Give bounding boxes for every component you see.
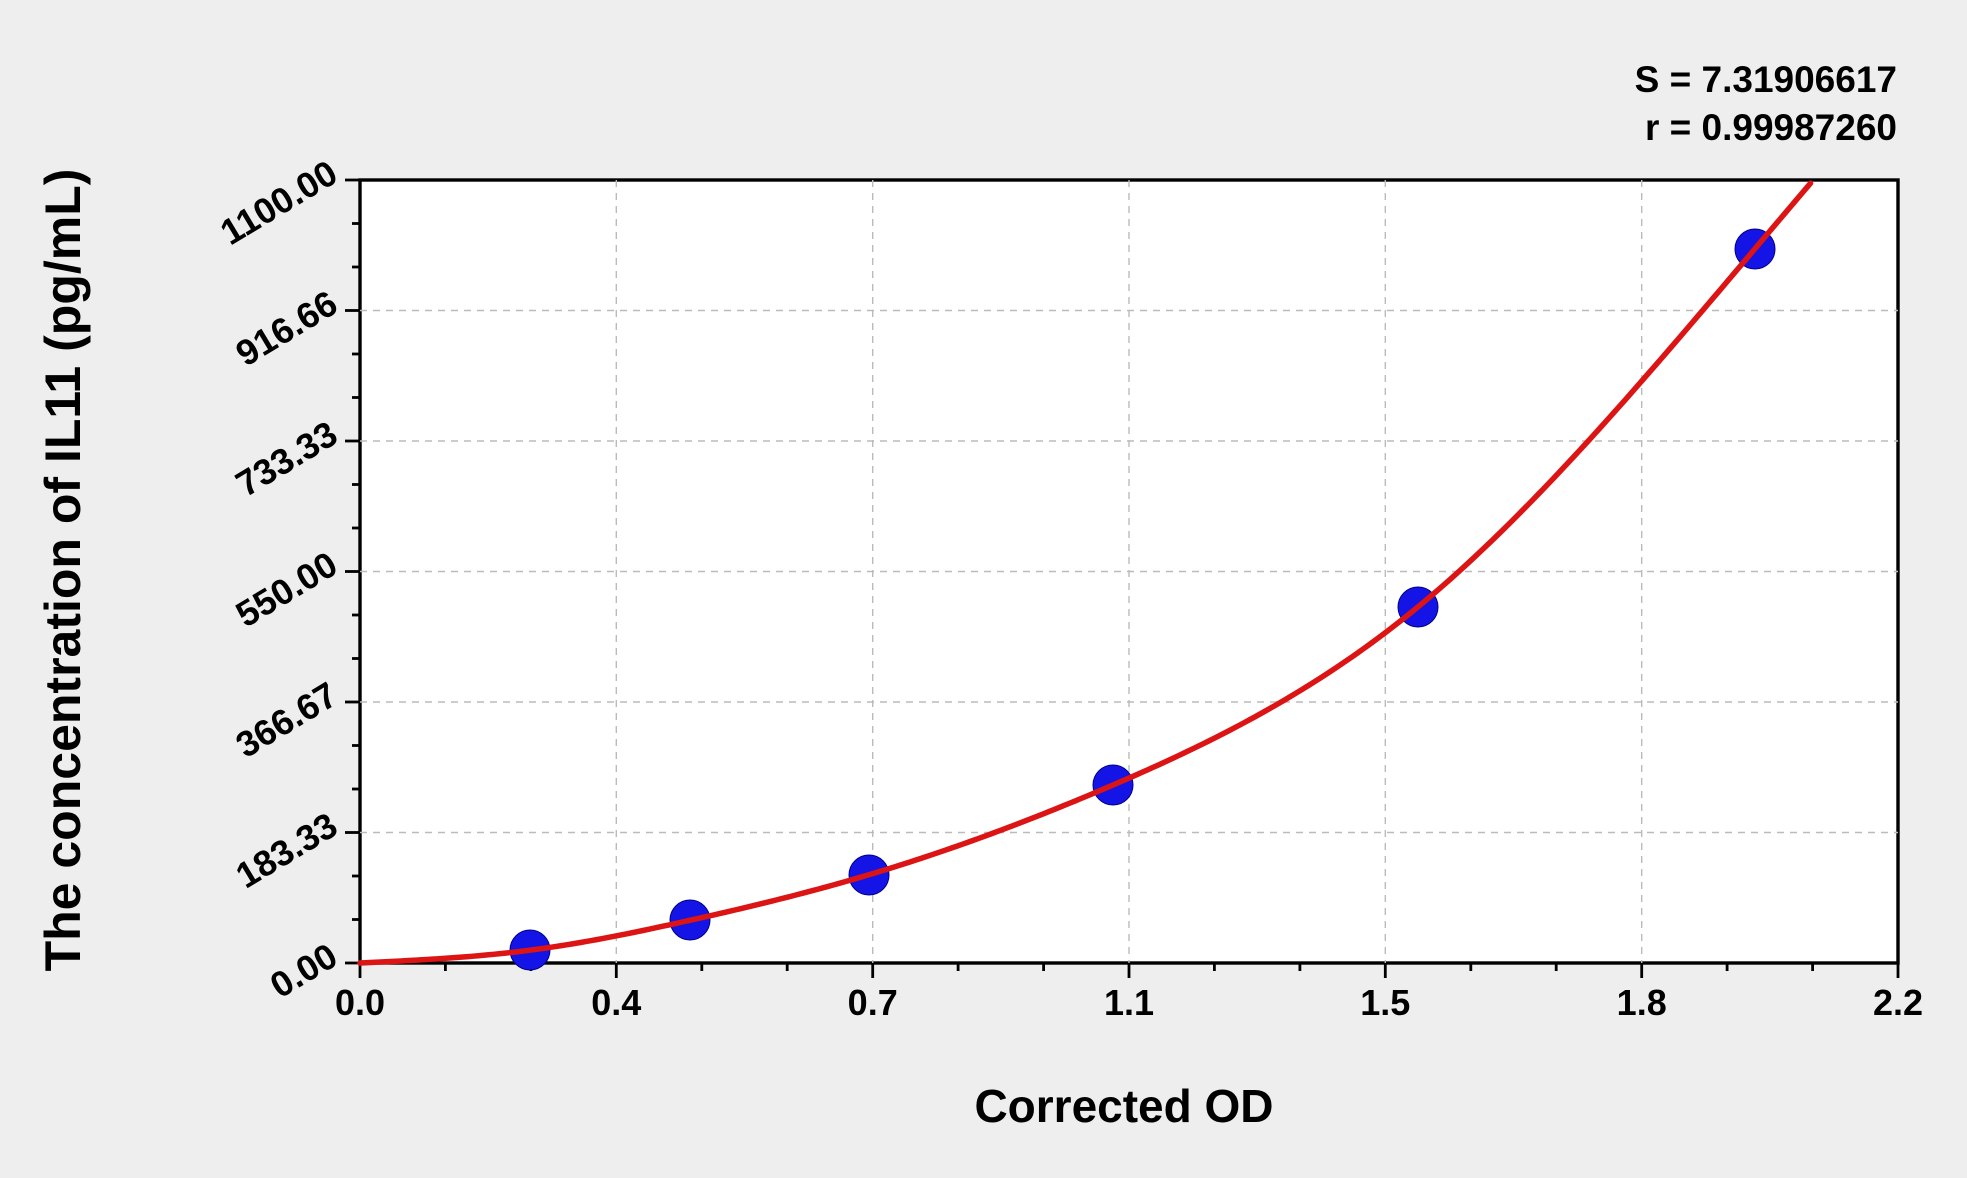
svg-text:0.7: 0.7 xyxy=(848,982,898,1023)
svg-text:The concentration of IL11 (pg/: The concentration of IL11 (pg/mL) xyxy=(35,169,91,972)
svg-text:S = 7.31906617: S = 7.31906617 xyxy=(1635,59,1897,100)
svg-text:0.4: 0.4 xyxy=(591,982,641,1023)
svg-text:1.5: 1.5 xyxy=(1360,982,1410,1023)
svg-text:2.2: 2.2 xyxy=(1873,982,1923,1023)
svg-text:r = 0.99987260: r = 0.99987260 xyxy=(1645,107,1897,148)
svg-text:Corrected OD: Corrected OD xyxy=(974,1080,1273,1132)
svg-text:1.1: 1.1 xyxy=(1104,982,1154,1023)
svg-text:1.8: 1.8 xyxy=(1617,982,1667,1023)
svg-text:0.0: 0.0 xyxy=(335,982,385,1023)
